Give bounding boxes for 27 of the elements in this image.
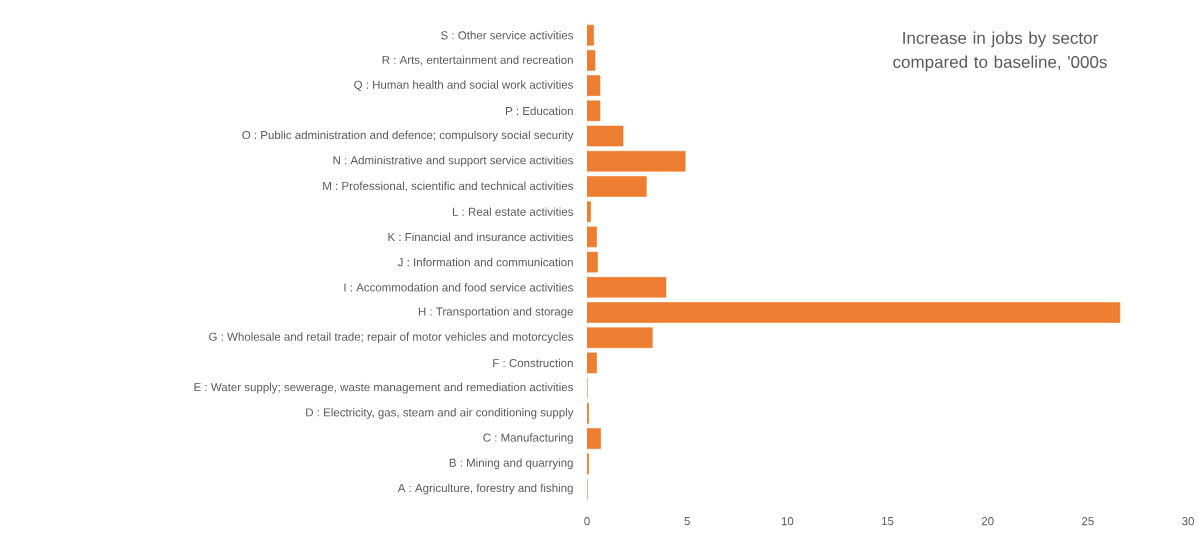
x-tick-label: 15	[881, 517, 894, 526]
y-tick-label: B : Mining and quarrying	[449, 458, 573, 470]
y-tick-label: D : Electricity, gas, steam and air conditioning supply	[306, 408, 574, 419]
y-tick-label: F : Construction	[493, 358, 573, 368]
y-tick-label: L : Real estate activities	[452, 207, 574, 216]
y-tick-label: S : Other service activities	[441, 30, 574, 40]
y-tick-label: E : Water supply; sewerage, waste management and remediation activities	[194, 382, 574, 394]
y-tick-label: G : Wholesale and retail trade; repair of motor vehicles and motorcycles	[209, 332, 574, 344]
y-tick-label: I : Accommodation and food service activities	[344, 283, 574, 292]
y-tick-label: C : Manufacturing	[483, 433, 573, 444]
y-tick-label: H : Transportation and storage	[418, 307, 573, 318]
y-tick-label: Q : Human health and social work activities	[354, 80, 574, 91]
x-tick-label: 0	[584, 517, 590, 526]
x-tick-label: 20	[981, 517, 994, 526]
y-tick-label: N : Administrative and support service activities	[333, 155, 574, 167]
y-tick-label: K : Financial and insurance activities	[388, 232, 574, 242]
y-tick-label: J : Information and communication	[397, 257, 573, 267]
y-tick-label: M : Professional, scientific and technical activities	[323, 181, 574, 192]
y-tick-label: O : Public administration and defence; compulsory social security	[242, 130, 574, 142]
y-tick-label: P : Education	[506, 106, 573, 116]
x-tick-label: 5	[684, 517, 690, 526]
text: Increase in jobs by sector compared to baseline, '000s	[893, 31, 1107, 72]
x-tick-label: 10	[781, 517, 794, 526]
x-tick-label: 30	[1182, 517, 1194, 526]
x-tick-label: 25	[1082, 517, 1094, 526]
y-tick-label: A : Agriculture, forestry and fishing	[397, 483, 573, 495]
y-tick-label: R : Arts, entertainment and recreation	[382, 55, 573, 66]
